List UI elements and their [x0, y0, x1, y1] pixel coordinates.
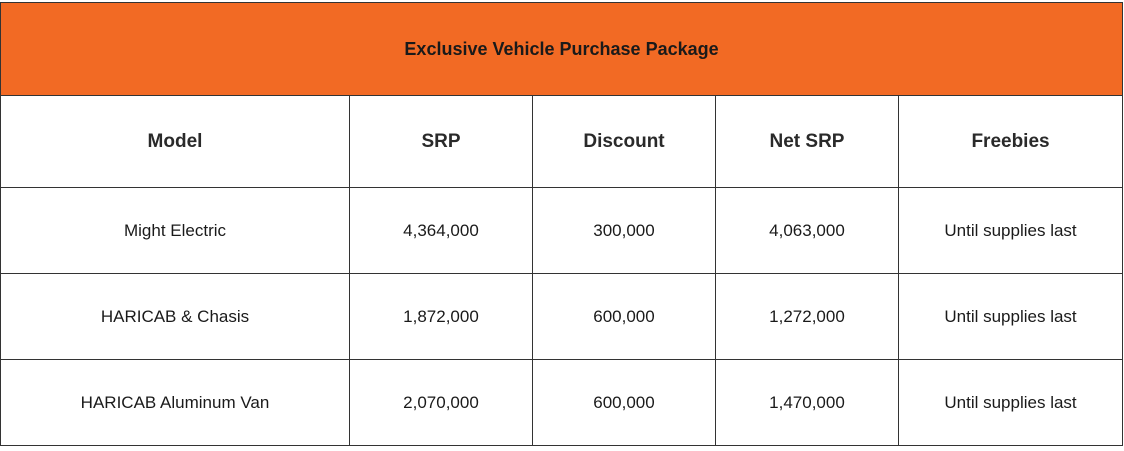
table-row: Might Electric 4,364,000 300,000 4,063,0…: [0, 187, 1124, 274]
table-header-row: Model SRP Discount Net SRP Freebies: [0, 95, 1124, 188]
net-srp-cell: 1,470,000: [715, 359, 899, 446]
column-header-freebies: Freebies: [897, 95, 1124, 188]
net-srp-cell: 1,272,000: [715, 273, 899, 360]
model-cell: HARICAB & Chasis: [0, 273, 350, 360]
srp-cell: 1,872,000: [349, 273, 533, 360]
table-title-row: Exclusive Vehicle Purchase Package: [0, 2, 1124, 96]
srp-cell: 4,364,000: [349, 187, 533, 274]
model-cell: Might Electric: [0, 187, 350, 274]
freebies-cell: Until supplies last: [897, 359, 1124, 446]
freebies-cell: Until supplies last: [897, 273, 1124, 360]
srp-cell: 2,070,000: [349, 359, 533, 446]
column-header-net-srp: Net SRP: [715, 95, 899, 188]
freebies-cell: Until supplies last: [897, 187, 1124, 274]
column-header-discount: Discount: [532, 95, 716, 188]
discount-cell: 300,000: [532, 187, 716, 274]
table-row: HARICAB & Chasis 1,872,000 600,000 1,272…: [0, 273, 1124, 360]
table-title: Exclusive Vehicle Purchase Package: [0, 2, 1124, 96]
column-header-srp: SRP: [349, 95, 533, 188]
table-row: HARICAB Aluminum Van 2,070,000 600,000 1…: [0, 359, 1124, 446]
discount-cell: 600,000: [532, 273, 716, 360]
discount-cell: 600,000: [532, 359, 716, 446]
column-header-model: Model: [0, 95, 350, 188]
model-cell: HARICAB Aluminum Van: [0, 359, 350, 446]
net-srp-cell: 4,063,000: [715, 187, 899, 274]
